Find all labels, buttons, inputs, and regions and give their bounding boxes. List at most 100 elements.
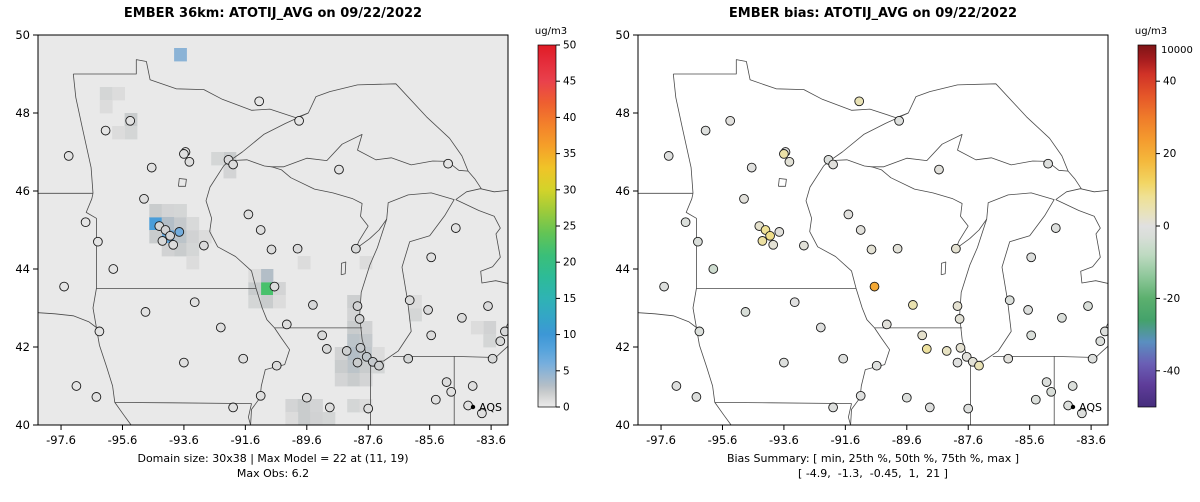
y-axis-tick-label: 42 — [615, 340, 630, 354]
x-axis-tick-label: -85.6 — [415, 433, 445, 447]
station-marker — [680, 217, 691, 228]
station-marker — [828, 402, 838, 413]
raster-cell — [322, 412, 336, 425]
station-marker — [1030, 394, 1041, 405]
panel-bias-map: EMBER bias: ATOTIJ_AVG on 09/22/2022 -97… — [600, 0, 1200, 502]
station-marker — [1095, 336, 1106, 347]
raster-cell — [186, 256, 200, 270]
state-outline — [1067, 170, 1082, 189]
station-marker — [1100, 326, 1108, 337]
state-outline — [73, 59, 309, 119]
station-marker — [450, 223, 461, 233]
model-caption-domain: Domain size: 30x38 | Max Model = 22 at (… — [137, 452, 409, 465]
station-marker — [1067, 381, 1078, 391]
station-marker — [446, 386, 457, 397]
station-marker — [495, 336, 506, 347]
station-marker — [779, 149, 789, 159]
colorbar-tick-label: 35 — [563, 148, 576, 160]
raster-cell — [248, 269, 262, 283]
y-axis-tick-label: 50 — [615, 28, 630, 42]
station-marker — [779, 357, 789, 368]
station-marker — [1043, 158, 1053, 169]
colorbar-tick-label: 0 — [1163, 221, 1170, 233]
station-marker — [324, 402, 335, 413]
station-marker — [294, 115, 304, 126]
station-marker — [483, 301, 493, 311]
station-marker — [243, 209, 254, 220]
colorbar — [537, 44, 557, 408]
station-marker — [215, 322, 226, 333]
state-outline — [340, 261, 347, 276]
panel-model-map: EMBER 36km: ATOTIJ_AVG on 09/22/2022 -97… — [15, 6, 576, 480]
raster-cell — [260, 295, 274, 309]
station-marker — [355, 342, 366, 353]
station-marker — [963, 403, 974, 414]
station-marker — [352, 357, 363, 368]
station-marker — [774, 227, 785, 237]
station-marker — [1057, 312, 1067, 323]
station-marker — [404, 295, 415, 306]
station-marker — [351, 243, 361, 254]
model-caption-maxobs: Max Obs: 6.2 — [236, 467, 310, 480]
station-marker — [255, 390, 266, 401]
state-outline — [959, 192, 1055, 363]
station-marker — [854, 96, 865, 107]
station-marker — [59, 281, 69, 292]
colorbar-tick-label: 40 — [563, 112, 576, 124]
colorbar-tick-label: 20 — [563, 257, 576, 269]
station-marker — [784, 156, 795, 167]
colorbar-tick-label: 15 — [563, 293, 576, 305]
colorbar-tick-label: 40 — [1163, 76, 1176, 88]
station-marker — [901, 392, 912, 403]
station-marker — [694, 326, 705, 337]
state-outline — [271, 166, 369, 227]
x-axis-tick-label: -93.6 — [169, 433, 199, 447]
station-marker — [308, 300, 318, 310]
station-marker — [843, 209, 854, 220]
plot-dynamic-layer: -97.6 -95.6 -93.6 -91.6 -89.6 -87.6 -85.6 -83.6… — [15, 28, 576, 447]
station-marker — [352, 301, 363, 311]
station-marker — [866, 244, 877, 255]
station-marker — [80, 217, 91, 228]
station-marker — [292, 243, 303, 254]
y-axis-tick-label: 48 — [15, 106, 30, 120]
station-marker — [815, 322, 826, 333]
model-panel-title: EMBER 36km: ATOTIJ_AVG on 09/22/2022 — [123, 6, 423, 21]
raster-cell — [310, 412, 323, 425]
station-marker — [168, 239, 179, 250]
raster-cell — [359, 373, 373, 387]
raster-cell — [112, 87, 125, 101]
raster-cell — [124, 126, 138, 140]
state-outline — [692, 288, 697, 328]
raster-cell — [273, 295, 286, 309]
colorbar-tick-label: 0 — [563, 402, 570, 414]
station-marker — [426, 252, 437, 263]
y-axis-tick-label: 48 — [615, 106, 630, 120]
station-marker — [403, 353, 414, 364]
station-marker — [1003, 353, 1014, 364]
station-marker — [917, 330, 928, 341]
raster-cell — [409, 308, 422, 322]
station-marker — [457, 312, 467, 323]
station-marker — [799, 240, 809, 251]
raster-cell — [248, 295, 262, 309]
raster-cell — [347, 334, 360, 348]
station-marker — [1041, 377, 1052, 387]
raster-cell — [359, 321, 373, 335]
x-axis-tick-label: -83.6 — [476, 433, 506, 447]
state-outline — [72, 73, 94, 194]
station-marker — [91, 392, 102, 402]
station-marker — [467, 381, 478, 391]
station-marker — [165, 230, 175, 241]
raster-cell — [334, 360, 348, 374]
raster-cell — [161, 204, 175, 218]
raster-cell — [198, 230, 212, 244]
station-marker — [941, 346, 952, 356]
raster-cell — [285, 399, 299, 413]
raster-cell — [347, 399, 360, 413]
state-outline — [1095, 345, 1108, 358]
state-outline — [359, 192, 455, 363]
colorbar-units-label: ug/m3 — [1135, 26, 1167, 37]
state-outline — [455, 188, 508, 200]
